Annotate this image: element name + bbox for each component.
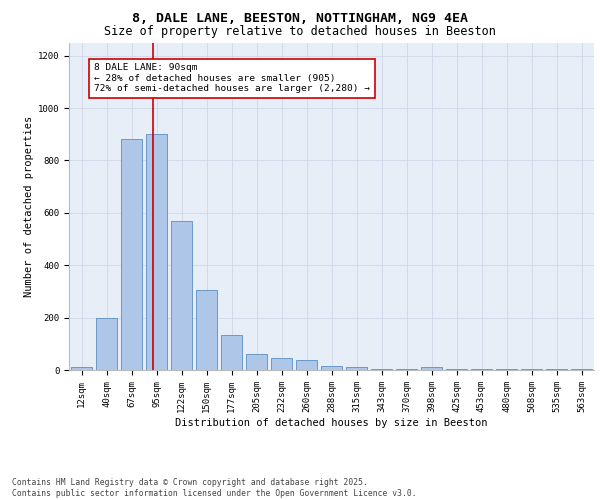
Bar [121,140,142,370]
Bar [271,358,292,370]
Bar [321,366,342,370]
Text: Contains HM Land Registry data © Crown copyright and database right 2025.
Contai: Contains HM Land Registry data © Crown c… [12,478,416,498]
Text: 8 DALE LANE: 90sqm
← 28% of detached houses are smaller (905)
72% of semi-detach: 8 DALE LANE: 90sqm ← 28% of detached hou… [94,64,370,94]
Bar [396,368,417,370]
Y-axis label: Number of detached properties: Number of detached properties [23,116,34,297]
Text: Size of property relative to detached houses in Beeston: Size of property relative to detached ho… [104,25,496,38]
Bar [196,290,217,370]
Bar [446,368,467,370]
Bar [246,354,267,370]
X-axis label: Distribution of detached houses by size in Beeston: Distribution of detached houses by size … [175,418,488,428]
Bar [471,368,492,370]
Bar [71,368,92,370]
Bar [521,368,542,370]
Bar [171,220,192,370]
Bar [296,360,317,370]
Bar [371,368,392,370]
Bar [421,367,442,370]
Bar [546,368,567,370]
Bar [146,134,167,370]
Bar [571,368,592,370]
Bar [221,334,242,370]
Bar [346,367,367,370]
Bar [96,318,117,370]
Bar [496,368,517,370]
Text: 8, DALE LANE, BEESTON, NOTTINGHAM, NG9 4EA: 8, DALE LANE, BEESTON, NOTTINGHAM, NG9 4… [132,12,468,26]
